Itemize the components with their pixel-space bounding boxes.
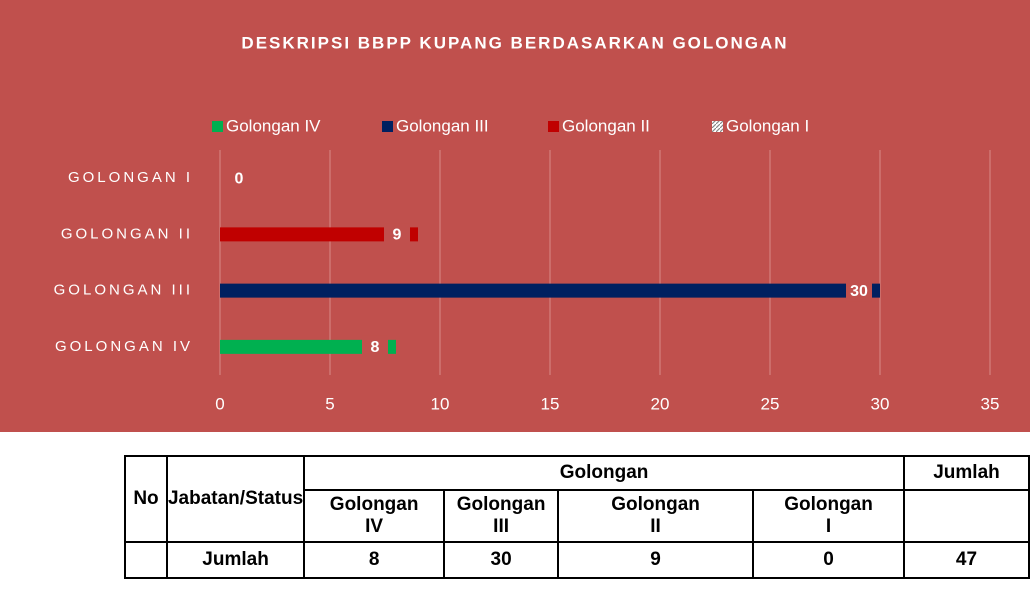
header-cell: Golongan II <box>557 489 755 543</box>
cell: 30 <box>443 541 560 579</box>
x-tick-label: 0 <box>215 394 224 413</box>
x-tick-label: 30 <box>871 394 890 413</box>
x-tick-label: 35 <box>981 394 1000 413</box>
data-label: 30 <box>850 283 868 300</box>
legend-label: Golongan I <box>726 116 809 135</box>
y-tick-label: GOLONGAN I <box>68 169 193 186</box>
legend-label: Golongan II <box>562 116 650 135</box>
legend-swatch <box>548 121 559 132</box>
cell: 47 <box>903 541 1030 579</box>
header-text: I <box>825 516 832 537</box>
legend-label: Golongan III <box>396 116 489 135</box>
cell: 8 <box>303 541 446 579</box>
x-tick-label: 10 <box>431 394 450 413</box>
y-tick-label: GOLONGAN IV <box>55 338 193 355</box>
bar <box>220 339 396 354</box>
header-jabatan: Jabatan/Status <box>165 455 306 543</box>
y-tick-label: GOLONGAN III <box>54 282 193 299</box>
header-text: II <box>650 516 661 537</box>
x-tick-label: 5 <box>325 394 334 413</box>
chart-title: DESKRIPSI BBPP KUPANG BERDASARKAN GOLONG… <box>241 33 788 52</box>
header-cell: Golongan IV <box>303 489 446 543</box>
header-golongan: Golongan <box>303 455 905 491</box>
data-label-box <box>384 223 410 246</box>
header-text: Golongan <box>456 494 546 515</box>
header-text: III <box>493 516 510 537</box>
header-cell <box>903 489 1030 543</box>
cell: 0 <box>752 541 905 579</box>
header-jumlah: Jumlah <box>903 455 1030 491</box>
bar <box>220 283 880 298</box>
header-cell: Golongan I <box>752 489 905 543</box>
header-text: Golongan <box>329 494 419 515</box>
data-label-box <box>846 279 872 302</box>
legend-label: Golongan IV <box>226 116 321 135</box>
y-tick-label: GOLONGAN II <box>61 225 193 242</box>
bar <box>220 227 418 242</box>
header-text: Golongan <box>611 494 700 515</box>
data-label-box <box>362 335 388 358</box>
cell <box>124 541 168 579</box>
x-tick-label: 20 <box>651 394 670 413</box>
header-text: IV <box>365 516 384 537</box>
summary-table: No Jabatan/Status Golongan Jumlah Golong… <box>124 455 1030 579</box>
legend-swatch <box>212 121 223 132</box>
legend-swatch <box>712 121 723 132</box>
legend-swatch <box>382 121 393 132</box>
header-cell: Golongan III <box>443 489 560 543</box>
chart-background <box>0 0 1030 432</box>
x-tick-label: 25 <box>761 394 780 413</box>
cell: 9 <box>557 541 755 579</box>
chart: DESKRIPSI BBPP KUPANG BERDASARKAN GOLONG… <box>0 0 1030 432</box>
header-no: No <box>124 455 168 543</box>
header-text: Golongan <box>784 494 873 515</box>
data-label: 9 <box>393 227 402 244</box>
data-label: 0 <box>235 170 244 187</box>
row-label: Jumlah <box>165 541 306 579</box>
data-label: 8 <box>371 339 380 356</box>
x-tick-label: 15 <box>541 394 560 413</box>
